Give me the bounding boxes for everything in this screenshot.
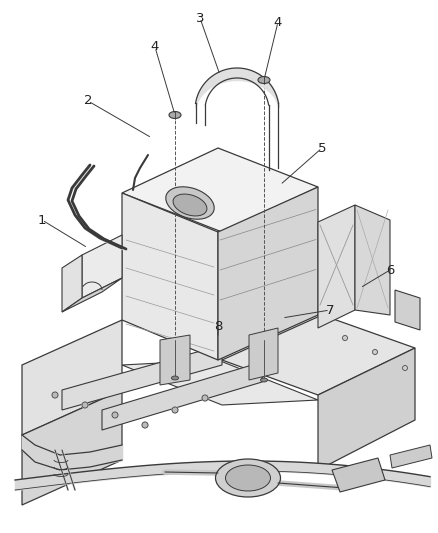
Ellipse shape bbox=[172, 376, 179, 380]
Polygon shape bbox=[395, 290, 420, 330]
Polygon shape bbox=[318, 348, 415, 470]
Polygon shape bbox=[62, 255, 82, 312]
Ellipse shape bbox=[261, 378, 268, 382]
Circle shape bbox=[343, 335, 347, 341]
Polygon shape bbox=[102, 362, 262, 430]
Circle shape bbox=[142, 422, 148, 428]
Polygon shape bbox=[218, 187, 318, 360]
Polygon shape bbox=[122, 360, 318, 405]
Ellipse shape bbox=[169, 111, 181, 118]
Text: 5: 5 bbox=[318, 141, 326, 155]
Text: 8: 8 bbox=[214, 319, 222, 333]
Circle shape bbox=[372, 350, 378, 354]
Text: 4: 4 bbox=[274, 15, 282, 28]
Polygon shape bbox=[390, 445, 432, 468]
Circle shape bbox=[202, 395, 208, 401]
Ellipse shape bbox=[226, 465, 271, 491]
Polygon shape bbox=[82, 235, 122, 298]
Polygon shape bbox=[332, 458, 385, 492]
Polygon shape bbox=[122, 148, 318, 232]
Polygon shape bbox=[355, 205, 390, 315]
Circle shape bbox=[112, 412, 118, 418]
Circle shape bbox=[52, 392, 58, 398]
Ellipse shape bbox=[258, 77, 270, 84]
Polygon shape bbox=[62, 278, 122, 312]
Polygon shape bbox=[22, 390, 122, 505]
Circle shape bbox=[172, 407, 178, 413]
Polygon shape bbox=[22, 320, 122, 435]
Text: 3: 3 bbox=[196, 12, 204, 25]
Text: 7: 7 bbox=[326, 303, 334, 317]
Polygon shape bbox=[222, 315, 415, 395]
Circle shape bbox=[82, 402, 88, 408]
Text: 4: 4 bbox=[151, 41, 159, 53]
Text: 1: 1 bbox=[38, 214, 46, 227]
Ellipse shape bbox=[173, 194, 207, 216]
Polygon shape bbox=[249, 328, 278, 380]
Polygon shape bbox=[122, 193, 218, 360]
Ellipse shape bbox=[166, 187, 214, 219]
Polygon shape bbox=[62, 345, 222, 410]
Text: 2: 2 bbox=[84, 94, 92, 108]
Polygon shape bbox=[318, 205, 355, 328]
Polygon shape bbox=[160, 335, 190, 385]
Ellipse shape bbox=[215, 459, 280, 497]
Text: 6: 6 bbox=[386, 263, 394, 277]
Circle shape bbox=[403, 366, 407, 370]
